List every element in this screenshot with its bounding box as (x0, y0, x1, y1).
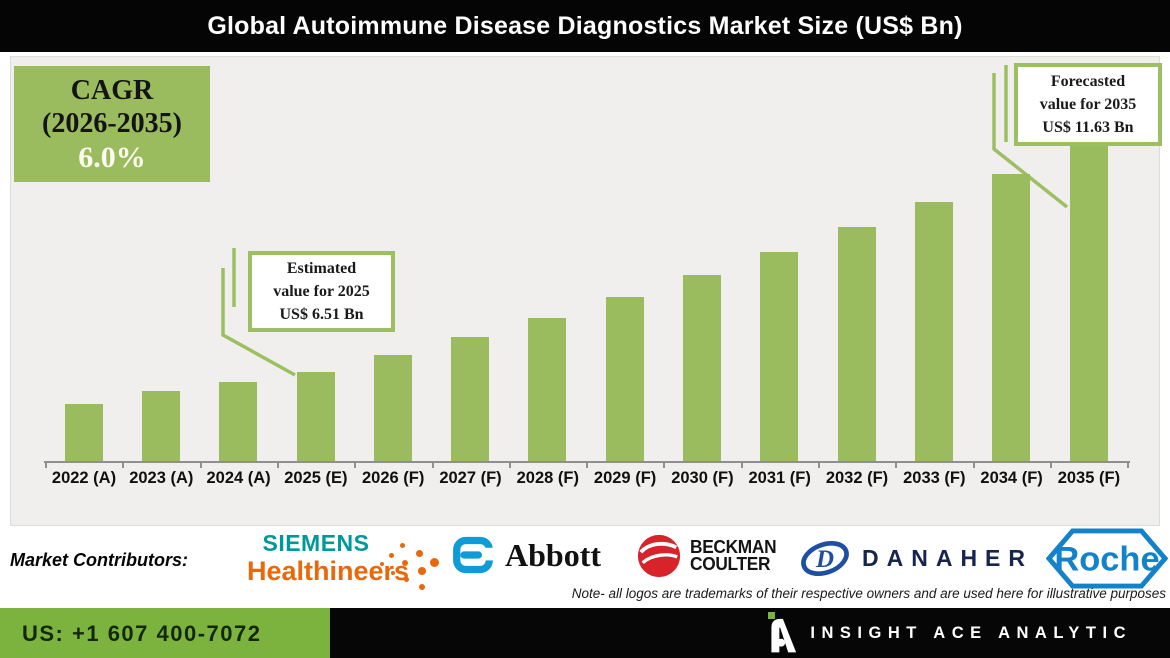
forecasted-value-callout: Forecasted value for 2035 US$ 11.63 Bn (1014, 63, 1162, 146)
bar-2023 (A) (141, 391, 180, 461)
bar-2033 (F) (914, 201, 953, 461)
x-axis-label: 2030 (F) (671, 469, 734, 487)
abbott-wordmark: Abbott (505, 536, 602, 573)
roche-wordmark: Roche (1054, 540, 1159, 578)
axis-tick (740, 462, 743, 468)
abbott-a-icon (453, 536, 494, 574)
x-axis-label: 2033 (F) (903, 469, 966, 487)
cagr-label: CAGR (70, 75, 154, 106)
bar-2027 (F) (451, 336, 490, 461)
danaher-wordmark: DANAHER (862, 545, 1033, 571)
bar-2030 (F) (683, 275, 721, 461)
axis-tick (276, 462, 279, 468)
axis-tick (586, 462, 589, 468)
market-contributors-strip: Market Contributors: SIEMENS Healthineer… (0, 526, 1170, 608)
axis-tick (354, 462, 357, 468)
brand-block: INSIGHT ACE ANALYTIC (767, 608, 1132, 658)
axis-tick (895, 462, 898, 468)
cagr-value: 6.0% (78, 141, 146, 174)
x-axis-label: 2022 (A) (51, 469, 117, 487)
cagr-period: (2026-2035) (42, 108, 182, 139)
axis-tick (508, 462, 511, 468)
bar-2024 (A) (219, 382, 258, 461)
bar-2031 (F) (760, 252, 799, 461)
x-axis-label: 2035 (F) (1057, 469, 1121, 487)
danaher-d-icon: D (801, 540, 849, 577)
bar-2035 (F) (1069, 146, 1108, 461)
axis-tick (1127, 462, 1130, 468)
beckman-wordmark: BECKMAN (690, 537, 777, 557)
roche-hexagon-icon: Roche (1045, 528, 1169, 589)
market-contributors-label: Market Contributors: (10, 550, 189, 570)
axis-tick (199, 462, 202, 468)
axis-tick (122, 462, 125, 468)
axis-tick (45, 462, 47, 468)
x-axis-label: 2026 (F) (362, 469, 425, 487)
forecasted-line-2: value for 2035 (1039, 96, 1137, 113)
x-axis-label: 2025 (E) (284, 469, 348, 487)
x-axis-label: 2024 (A) (206, 469, 271, 487)
coulter-wordmark: COULTER (690, 554, 771, 574)
insight-ace-logo-icon (767, 612, 797, 653)
page-title: Global Autoimmune Disease Diagnostics Ma… (207, 11, 963, 40)
chart-panel: CAGR (2026-2035) 6.0% Estimated value fo… (10, 56, 1162, 526)
abbott-logo: Abbott (452, 536, 601, 574)
forecasted-line-1: Forecasted (1050, 73, 1126, 90)
x-axis-label: 2028 (F) (516, 469, 579, 487)
healthineers-wordmark: Healthineers (246, 556, 410, 586)
bar-plot-area (45, 121, 1129, 461)
danaher-logo: D DANAHER (798, 538, 1033, 579)
x-axis-label: 2027 (F) (439, 469, 502, 487)
x-axis-label: 2023 (A) (129, 469, 194, 487)
estimated-line-1: Estimated (286, 260, 357, 277)
phone-number: US: +1 607 400-7072 (22, 621, 262, 646)
siemens-healthineers-logo: SIEMENS Healthineers (228, 530, 439, 592)
bar-2025 (E) (296, 372, 335, 461)
beckman-coulter-logo: BECKMAN COULTER (636, 533, 780, 579)
x-axis-label: 2031 (F) (748, 469, 811, 487)
axis-tick (972, 462, 975, 468)
bar-2032 (F) (837, 227, 876, 461)
roche-logo: Roche (1045, 526, 1169, 596)
forecasted-line-3: US$ 11.63 Bn (1042, 119, 1134, 136)
bar-2034 (F) (992, 174, 1031, 461)
bar-2029 (F) (605, 296, 644, 461)
estimated-line-2: value for 2025 (273, 283, 370, 300)
x-axis-label: 2032 (F) (825, 469, 889, 487)
bar-2022 (A) (64, 403, 103, 461)
danaher-d-letter: D (815, 546, 834, 573)
axis-tick (818, 462, 820, 468)
brand-name: INSIGHT ACE ANALYTIC (810, 623, 1132, 642)
x-axis-label: 2029 (F) (593, 469, 657, 487)
x-axis-label: 2034 (F) (980, 469, 1043, 487)
estimated-value-callout: Estimated value for 2025 US$ 6.51 Bn (248, 251, 395, 332)
trademark-note: Note- all logos are trademarks of their … (571, 586, 1166, 601)
beckman-swirl-icon (637, 534, 681, 578)
cagr-badge: CAGR (2026-2035) 6.0% (14, 66, 210, 182)
footer-bar: US: +1 607 400-7072 INSIGHT ACE ANALYTIC (0, 608, 1170, 658)
phone-block: US: +1 607 400-7072 (0, 608, 330, 658)
axis-tick (431, 462, 434, 468)
bar-2026 (F) (373, 355, 412, 461)
axis-tick (663, 462, 666, 468)
chart-title-bar: Global Autoimmune Disease Diagnostics Ma… (0, 0, 1170, 52)
bar-2028 (F) (528, 317, 567, 461)
siemens-wordmark: SIEMENS (262, 530, 370, 556)
axis-tick (1049, 462, 1052, 468)
estimated-line-3: US$ 6.51 Bn (279, 306, 364, 323)
